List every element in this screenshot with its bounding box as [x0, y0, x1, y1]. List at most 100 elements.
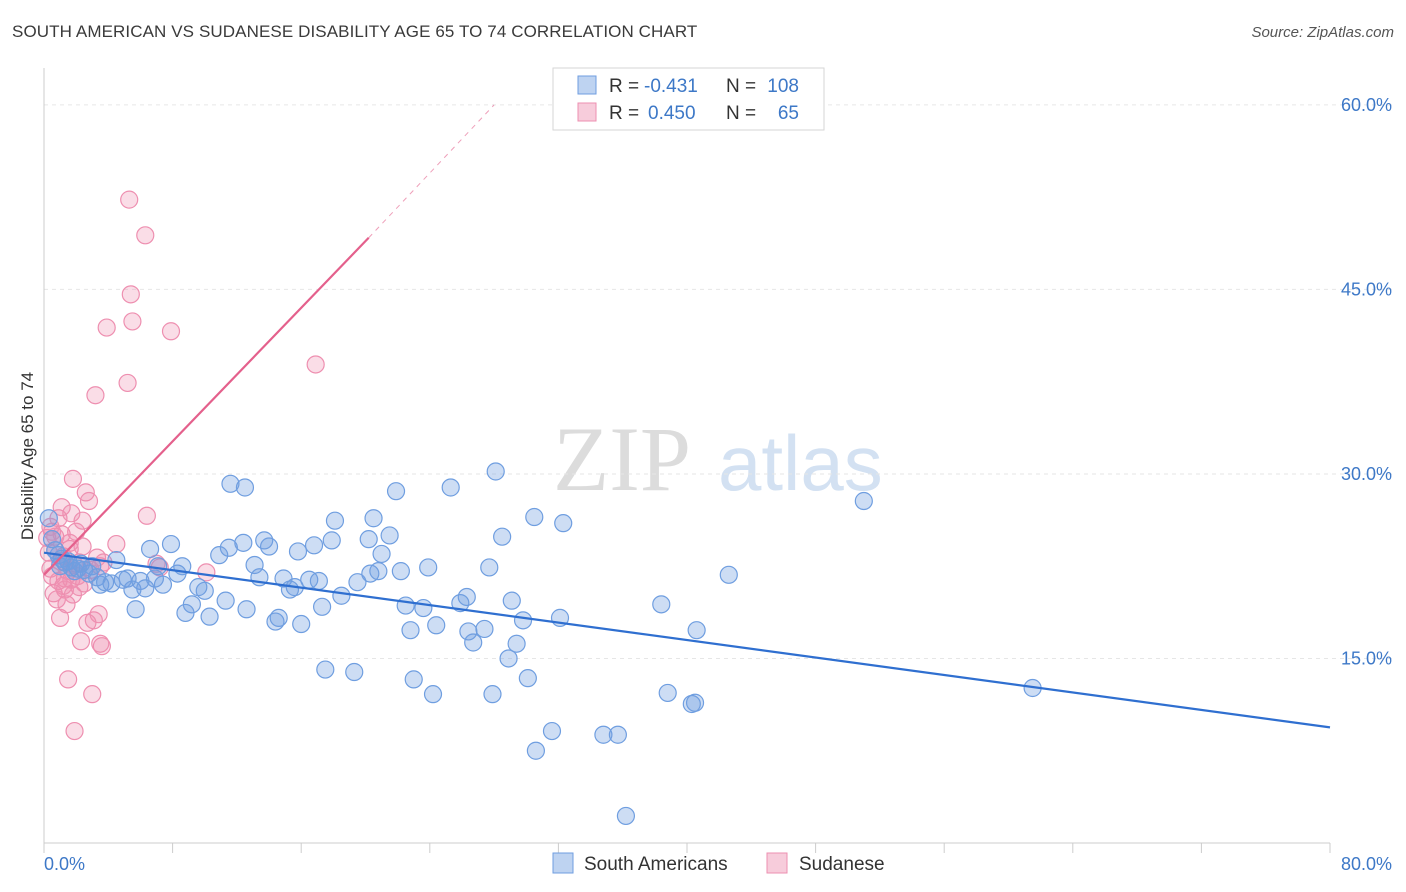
stats-swatch-south-americans [577, 75, 597, 95]
sudanese-point [73, 511, 92, 530]
south-americans-point [95, 573, 115, 592]
sudanese-point [306, 355, 325, 374]
y-tick-label: 60.0% [1341, 95, 1392, 115]
sudanese-point [57, 595, 76, 614]
sudanese-point [107, 534, 126, 554]
sudanese-point [63, 469, 83, 488]
chart-title: SOUTH AMERICAN VS SUDANESE DISABILITY AG… [12, 22, 698, 41]
south-americans-point [292, 614, 311, 634]
south-americans-point [65, 562, 84, 581]
south-americans-trend-line [43, 551, 1331, 729]
stats-box: R = -0.431 N = 108 R = 0.450 N = 65 [552, 67, 825, 131]
south-americans-point [427, 616, 446, 635]
stats-n-label-1: N = [726, 76, 756, 97]
south-americans-point [216, 591, 235, 610]
stats-n-label-2: N = [726, 103, 756, 124]
south-americans-point [39, 509, 58, 528]
south-americans-point [652, 595, 671, 614]
south-americans-point [507, 634, 526, 653]
south-americans-point [364, 509, 383, 528]
stats-r-value-2: 0.450 [648, 103, 696, 124]
south-americans-point [404, 670, 423, 689]
y-axis-tick-labels: 15.0% 30.0% 45.0% 60.0% [1341, 95, 1392, 669]
y-axis-label: Disability Age 65 to 74 [18, 372, 37, 540]
south-americans-point [499, 649, 518, 668]
y-tick-label: 15.0% [1341, 648, 1392, 668]
sudanese-point [91, 634, 110, 653]
south-americans-point [288, 542, 308, 561]
sudanese-point [136, 226, 155, 245]
south-americans-point [345, 662, 364, 682]
sudanese-point [118, 373, 137, 393]
south-americans-point [83, 557, 102, 576]
south-americans-point [149, 557, 168, 576]
south-americans-point [107, 550, 126, 570]
sudanese-point [197, 563, 216, 582]
watermark: ZIP atlas [553, 408, 883, 510]
south-americans-point [237, 600, 256, 619]
sudanese-point [97, 318, 116, 337]
sudanese-point [123, 312, 142, 331]
legend: South Americans Sudanese [552, 852, 885, 875]
sudanese-point [137, 506, 156, 525]
y-tick-label: 45.0% [1341, 279, 1392, 299]
south-americans-point [414, 598, 433, 618]
x-axis-ticks [43, 843, 1331, 853]
south-americans-point [475, 619, 494, 639]
south-americans-point [322, 531, 341, 550]
sudanese-trend-line [43, 236, 370, 576]
south-americans-point [210, 546, 229, 565]
south-americans-point [259, 537, 279, 556]
sudanese-point [59, 670, 78, 689]
south-americans-point [513, 611, 533, 630]
south-americans-point [221, 474, 240, 493]
legend-swatch-sudanese [766, 852, 788, 874]
series-sudanese-points [38, 190, 325, 741]
sudanese-point [52, 498, 71, 517]
south-americans-point [401, 621, 420, 640]
watermark-zip: ZIP [553, 408, 691, 510]
south-americans-point [396, 596, 415, 615]
south-americans-point [854, 491, 873, 511]
south-americans-point [419, 558, 438, 577]
legend-label-sudanese: Sudanese [799, 854, 885, 875]
sudanese-point [121, 285, 140, 304]
sudanese-point [161, 322, 181, 341]
south-americans-point [316, 660, 335, 679]
south-americans-point [441, 478, 460, 497]
south-americans-point [304, 536, 324, 555]
south-americans-point [126, 600, 145, 619]
south-americans-point [486, 462, 505, 481]
south-americans-point [542, 721, 562, 741]
sudanese-point [65, 721, 84, 741]
south-americans-point [608, 725, 627, 744]
south-americans-point [594, 725, 613, 744]
x-tick-label-max: 80.0% [1341, 854, 1392, 874]
south-americans-point [235, 478, 255, 497]
legend-label-south-americans: South Americans [584, 854, 728, 875]
south-americans-point [161, 534, 181, 554]
south-americans-point [525, 507, 544, 527]
south-americans-point [219, 538, 238, 557]
y-tick-label: 30.0% [1341, 464, 1392, 484]
south-americans-point [359, 530, 378, 549]
south-americans-point [269, 608, 288, 627]
stats-n-value-2: 65 [778, 103, 799, 124]
south-americans-point [554, 514, 573, 533]
south-americans-point [153, 575, 173, 594]
stats-r-label-1: R = [609, 76, 639, 97]
x-tick-label-min: 0.0% [44, 854, 85, 874]
sudanese-point [83, 685, 102, 704]
south-americans-point [50, 557, 70, 576]
south-americans-point [502, 591, 521, 610]
south-americans-point [332, 586, 351, 605]
sudanese-point [89, 605, 108, 624]
south-americans-point [380, 526, 399, 545]
south-americans-point [423, 685, 443, 704]
south-americans-point [483, 685, 502, 704]
sudanese-point [120, 190, 139, 209]
south-americans-point [616, 806, 636, 826]
series-south-americans-points [39, 462, 1042, 826]
sudanese-point [71, 632, 91, 651]
